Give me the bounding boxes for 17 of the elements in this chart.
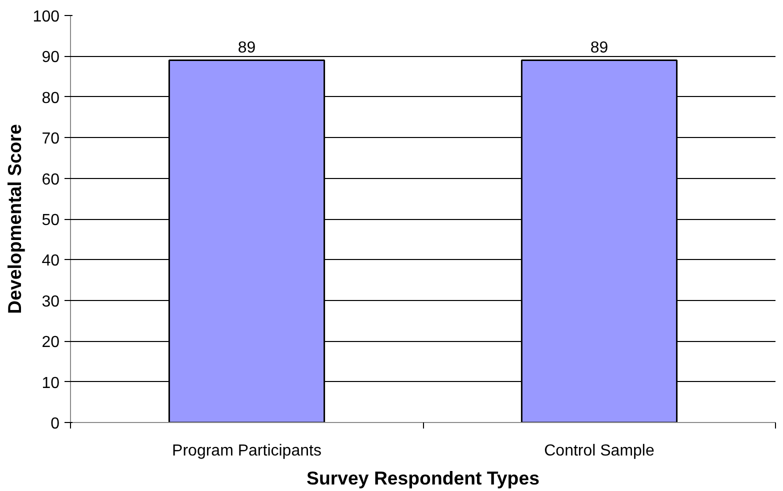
x-tick-label: Program Participants (172, 442, 322, 460)
data-label: 89 (590, 39, 608, 56)
y-tick-label: 70 (42, 130, 60, 148)
y-tick-label: 30 (42, 293, 60, 310)
y-tick-label: 40 (42, 252, 60, 270)
data-label: 89 (238, 39, 256, 56)
y-axis-title: Developmental Score (4, 124, 25, 314)
y-tick-label: 20 (42, 334, 60, 352)
x-axis-title: Survey Respondent Types (306, 468, 540, 488)
y-tick-label: 80 (42, 90, 60, 107)
y-tick-label: 0 (50, 416, 60, 432)
x-tick-label: Control Sample (544, 442, 654, 460)
y-tick-label: 100 (32, 8, 60, 26)
y-tick-label: 90 (42, 49, 60, 66)
y-tick-label: 60 (42, 171, 60, 188)
y-tick-label: 10 (42, 374, 60, 392)
y-tick-label: 50 (42, 212, 60, 229)
